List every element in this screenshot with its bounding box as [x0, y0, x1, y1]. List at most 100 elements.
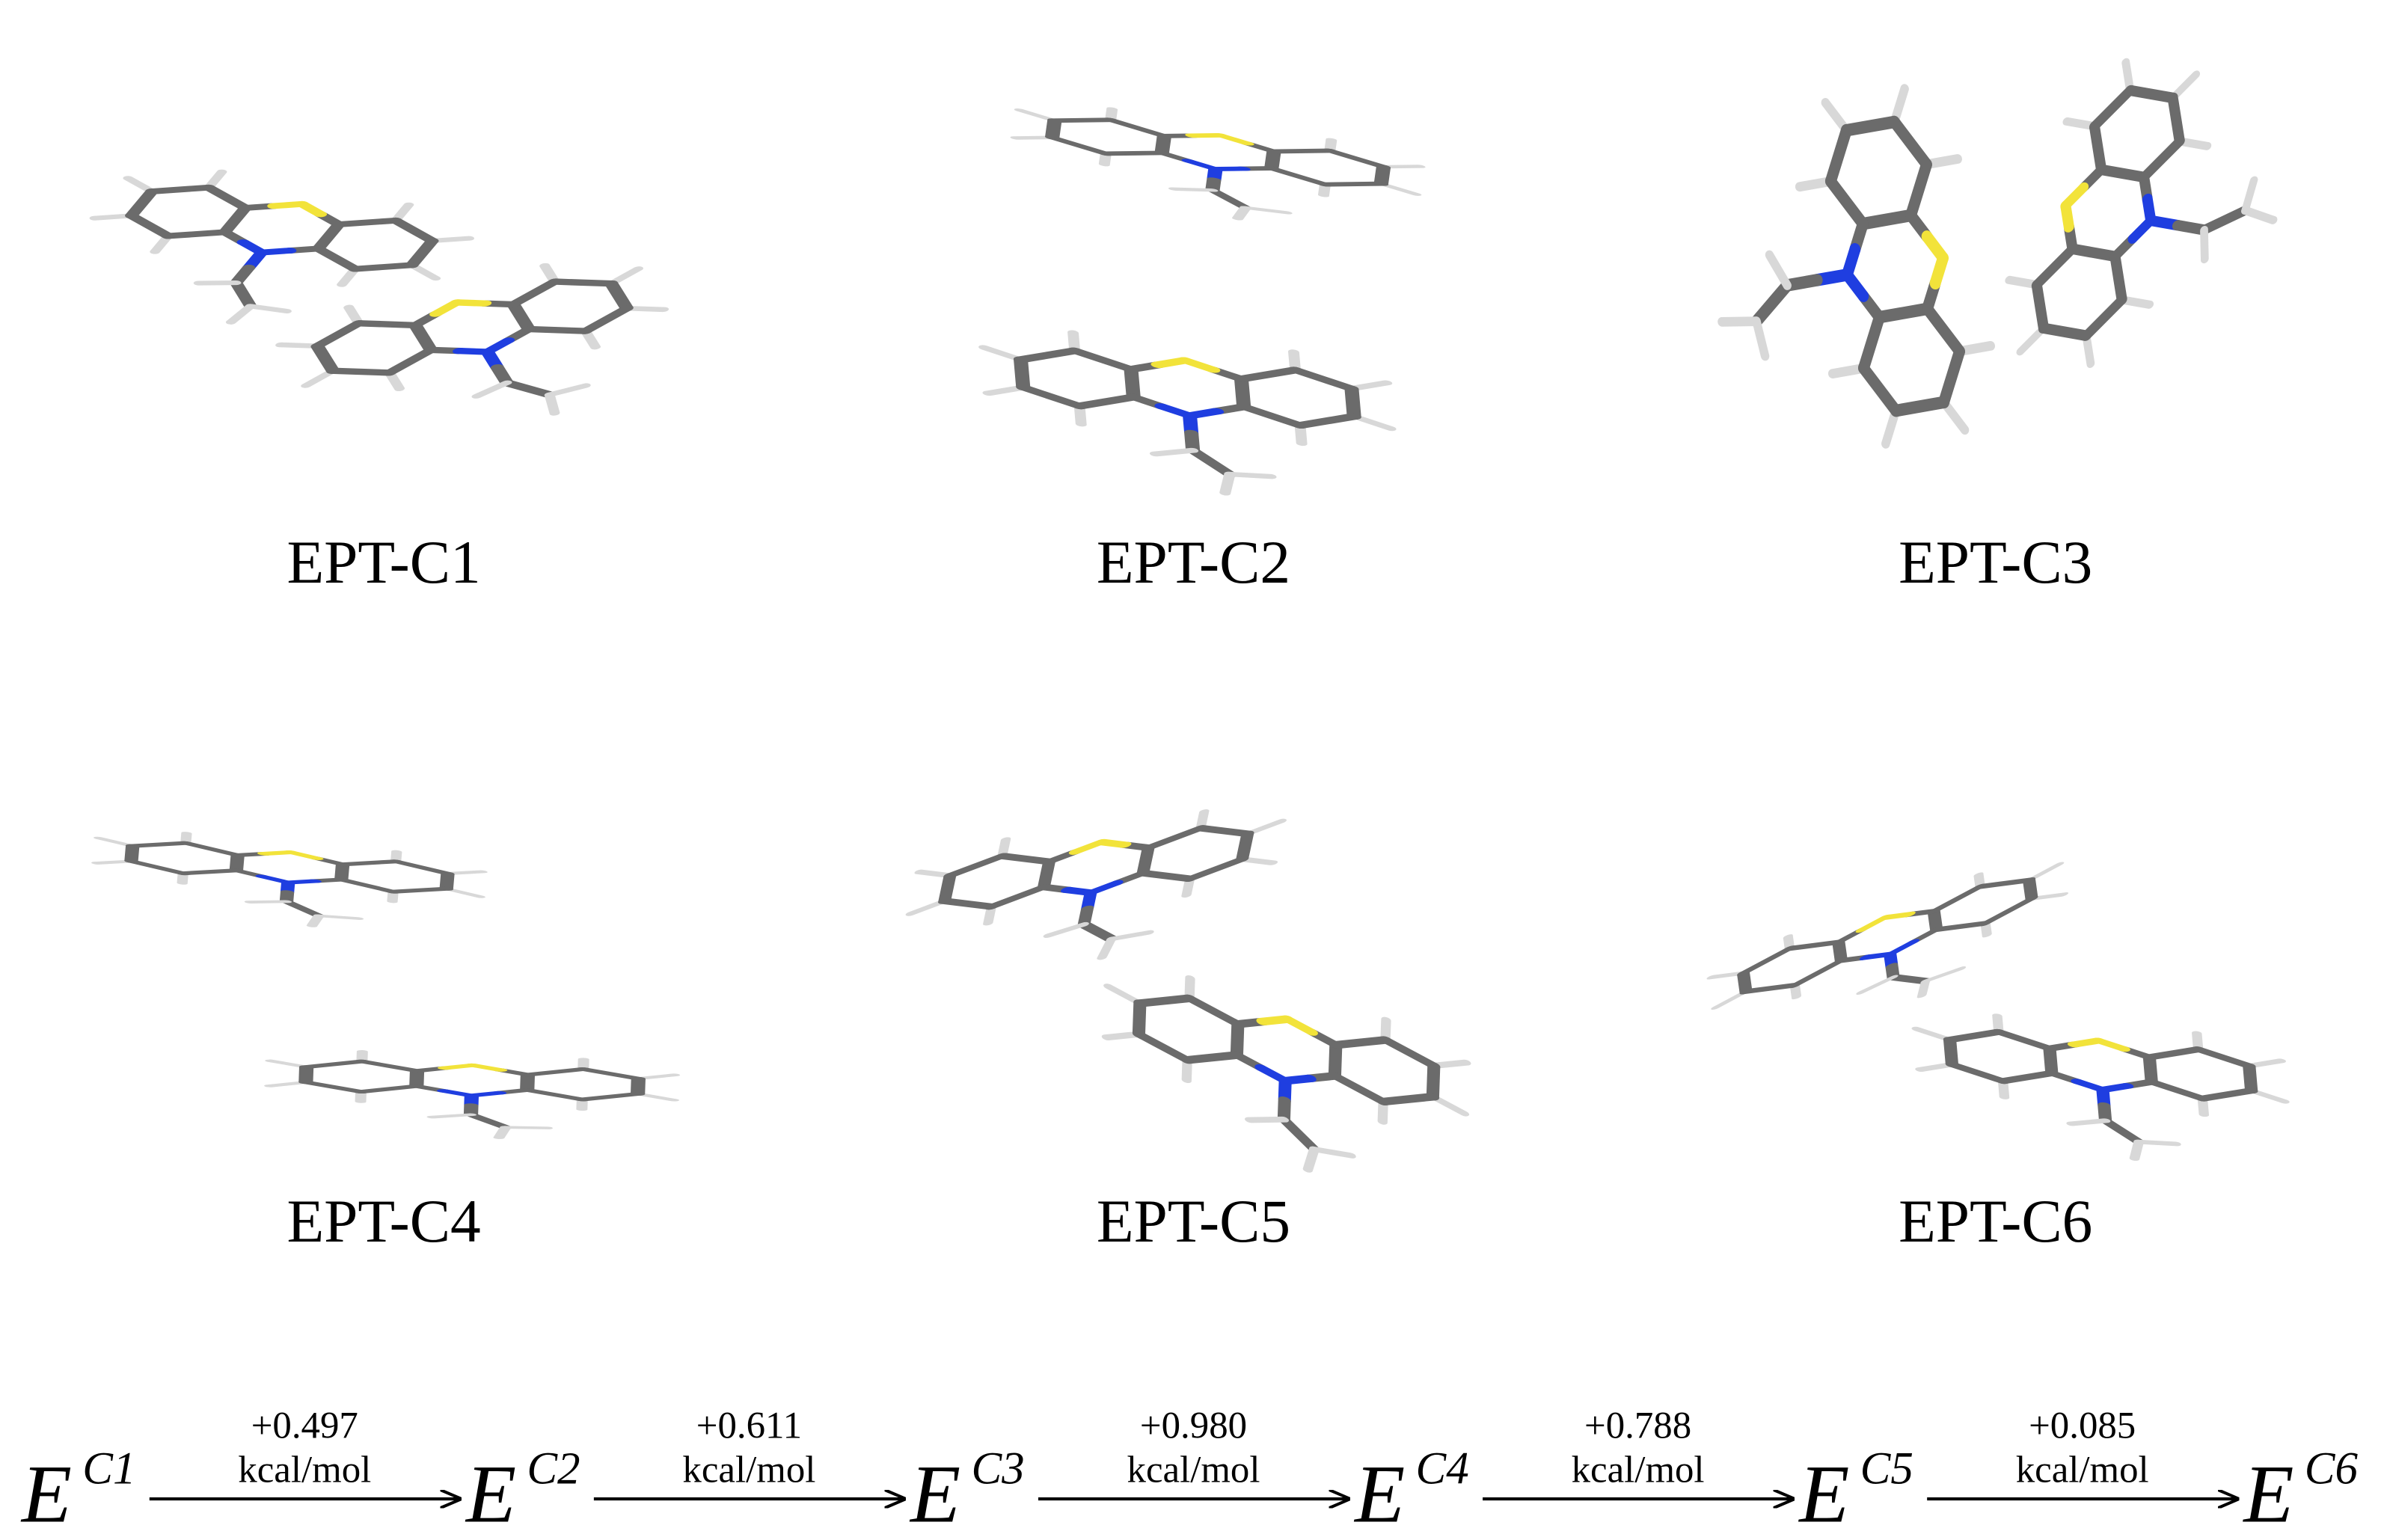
bond: [506, 278, 562, 308]
bond: [1373, 165, 1391, 186]
bond: [389, 217, 439, 244]
bond: [2060, 182, 2089, 211]
bond: [1237, 403, 1308, 429]
bond: [408, 322, 438, 354]
bond: [1154, 134, 1171, 156]
bond: [1945, 1061, 2010, 1085]
bond: [2043, 1046, 2059, 1076]
bond: [500, 379, 557, 398]
bond: [1287, 366, 1359, 392]
bond: [578, 305, 634, 334]
molecule: [978, 330, 1397, 496]
bond: [2142, 1046, 2205, 1061]
molecule: [2005, 58, 2278, 368]
bond: [520, 1067, 591, 1077]
molecule: [1706, 862, 2068, 1010]
bond: [548, 278, 619, 287]
bond: [1426, 1061, 1441, 1101]
bond: [1718, 316, 1761, 327]
step-energy: +0.980: [1140, 1405, 1247, 1447]
bond: [353, 1084, 424, 1094]
bond: [124, 844, 140, 863]
bond: [1858, 362, 1902, 417]
bond: [2089, 85, 2136, 132]
bond: [1205, 188, 1253, 210]
bond: [1045, 118, 1062, 140]
bond: [245, 304, 292, 314]
bond: [1317, 181, 1388, 187]
bond: [1094, 838, 1132, 848]
step-unit: kcal/mol: [1127, 1449, 1260, 1491]
bond: [202, 184, 252, 211]
bond: [1783, 939, 1845, 951]
bond: [1180, 1051, 1243, 1064]
bond: [2081, 294, 2127, 341]
bond: [1979, 895, 2038, 927]
bond: [1789, 957, 1848, 989]
panel-label: EPT-C1: [286, 528, 480, 596]
bond: [1213, 133, 1254, 146]
bond: [938, 898, 999, 910]
bond: [1013, 347, 1082, 363]
bond: [1890, 396, 1949, 417]
molecule: [1010, 107, 1426, 221]
bond: [311, 221, 346, 252]
bond: [1376, 1093, 1439, 1105]
bond: [1737, 945, 1796, 976]
bond: [2139, 135, 2185, 182]
bond: [1302, 1146, 1320, 1173]
bond: [2098, 1117, 2145, 1145]
bond: [2038, 322, 2092, 341]
bond: [450, 299, 492, 307]
bond: [298, 1080, 369, 1094]
bond: [1045, 135, 1113, 156]
bond: [1136, 870, 1197, 882]
bond: [520, 1087, 589, 1102]
step-unit: kcal/mol: [1572, 1449, 1705, 1491]
energy-symbol: E: [1353, 1449, 1405, 1540]
bond: [1097, 936, 1117, 960]
bond: [1124, 366, 1141, 401]
bond: [2198, 205, 2251, 236]
bond: [1281, 1015, 1318, 1036]
bond: [471, 380, 512, 399]
bond: [2200, 226, 2209, 264]
molecule-renderings: [89, 58, 2290, 1173]
bond: [2092, 1037, 2130, 1052]
energy-superscript: C4: [1416, 1444, 1469, 1494]
bond: [1737, 970, 1753, 995]
energy-symbol: E: [2242, 1449, 2293, 1540]
bond: [1824, 175, 1869, 230]
bond: [1905, 158, 1932, 222]
bond: [2243, 1063, 2258, 1093]
energy-superscript: C1: [82, 1444, 135, 1494]
bond: [1183, 994, 1245, 1028]
bond: [306, 914, 325, 927]
bond: [1739, 982, 1801, 995]
bond: [1234, 366, 1303, 382]
bond: [1927, 883, 1987, 915]
bond: [506, 301, 536, 333]
bond: [1133, 994, 1196, 1007]
bond: [352, 320, 423, 328]
bond: [1344, 385, 1361, 420]
bond: [335, 859, 403, 867]
bond: [574, 1092, 646, 1102]
step-unit: kcal/mol: [2016, 1449, 2149, 1491]
bond: [1938, 345, 1965, 409]
bond: [1927, 908, 1943, 933]
bond: [382, 346, 438, 376]
bond: [1293, 413, 1361, 429]
bond: [2241, 206, 2278, 224]
bond: [279, 899, 326, 918]
molecule: [264, 1050, 681, 1139]
panel-label: EPT-C6: [1899, 1187, 2092, 1255]
bond: [1840, 115, 1900, 137]
bond: [2109, 251, 2127, 305]
bond: [334, 862, 350, 882]
bond: [1037, 859, 1056, 890]
bond: [1916, 978, 1931, 998]
bond: [1992, 1028, 2056, 1052]
bond: [310, 320, 366, 349]
